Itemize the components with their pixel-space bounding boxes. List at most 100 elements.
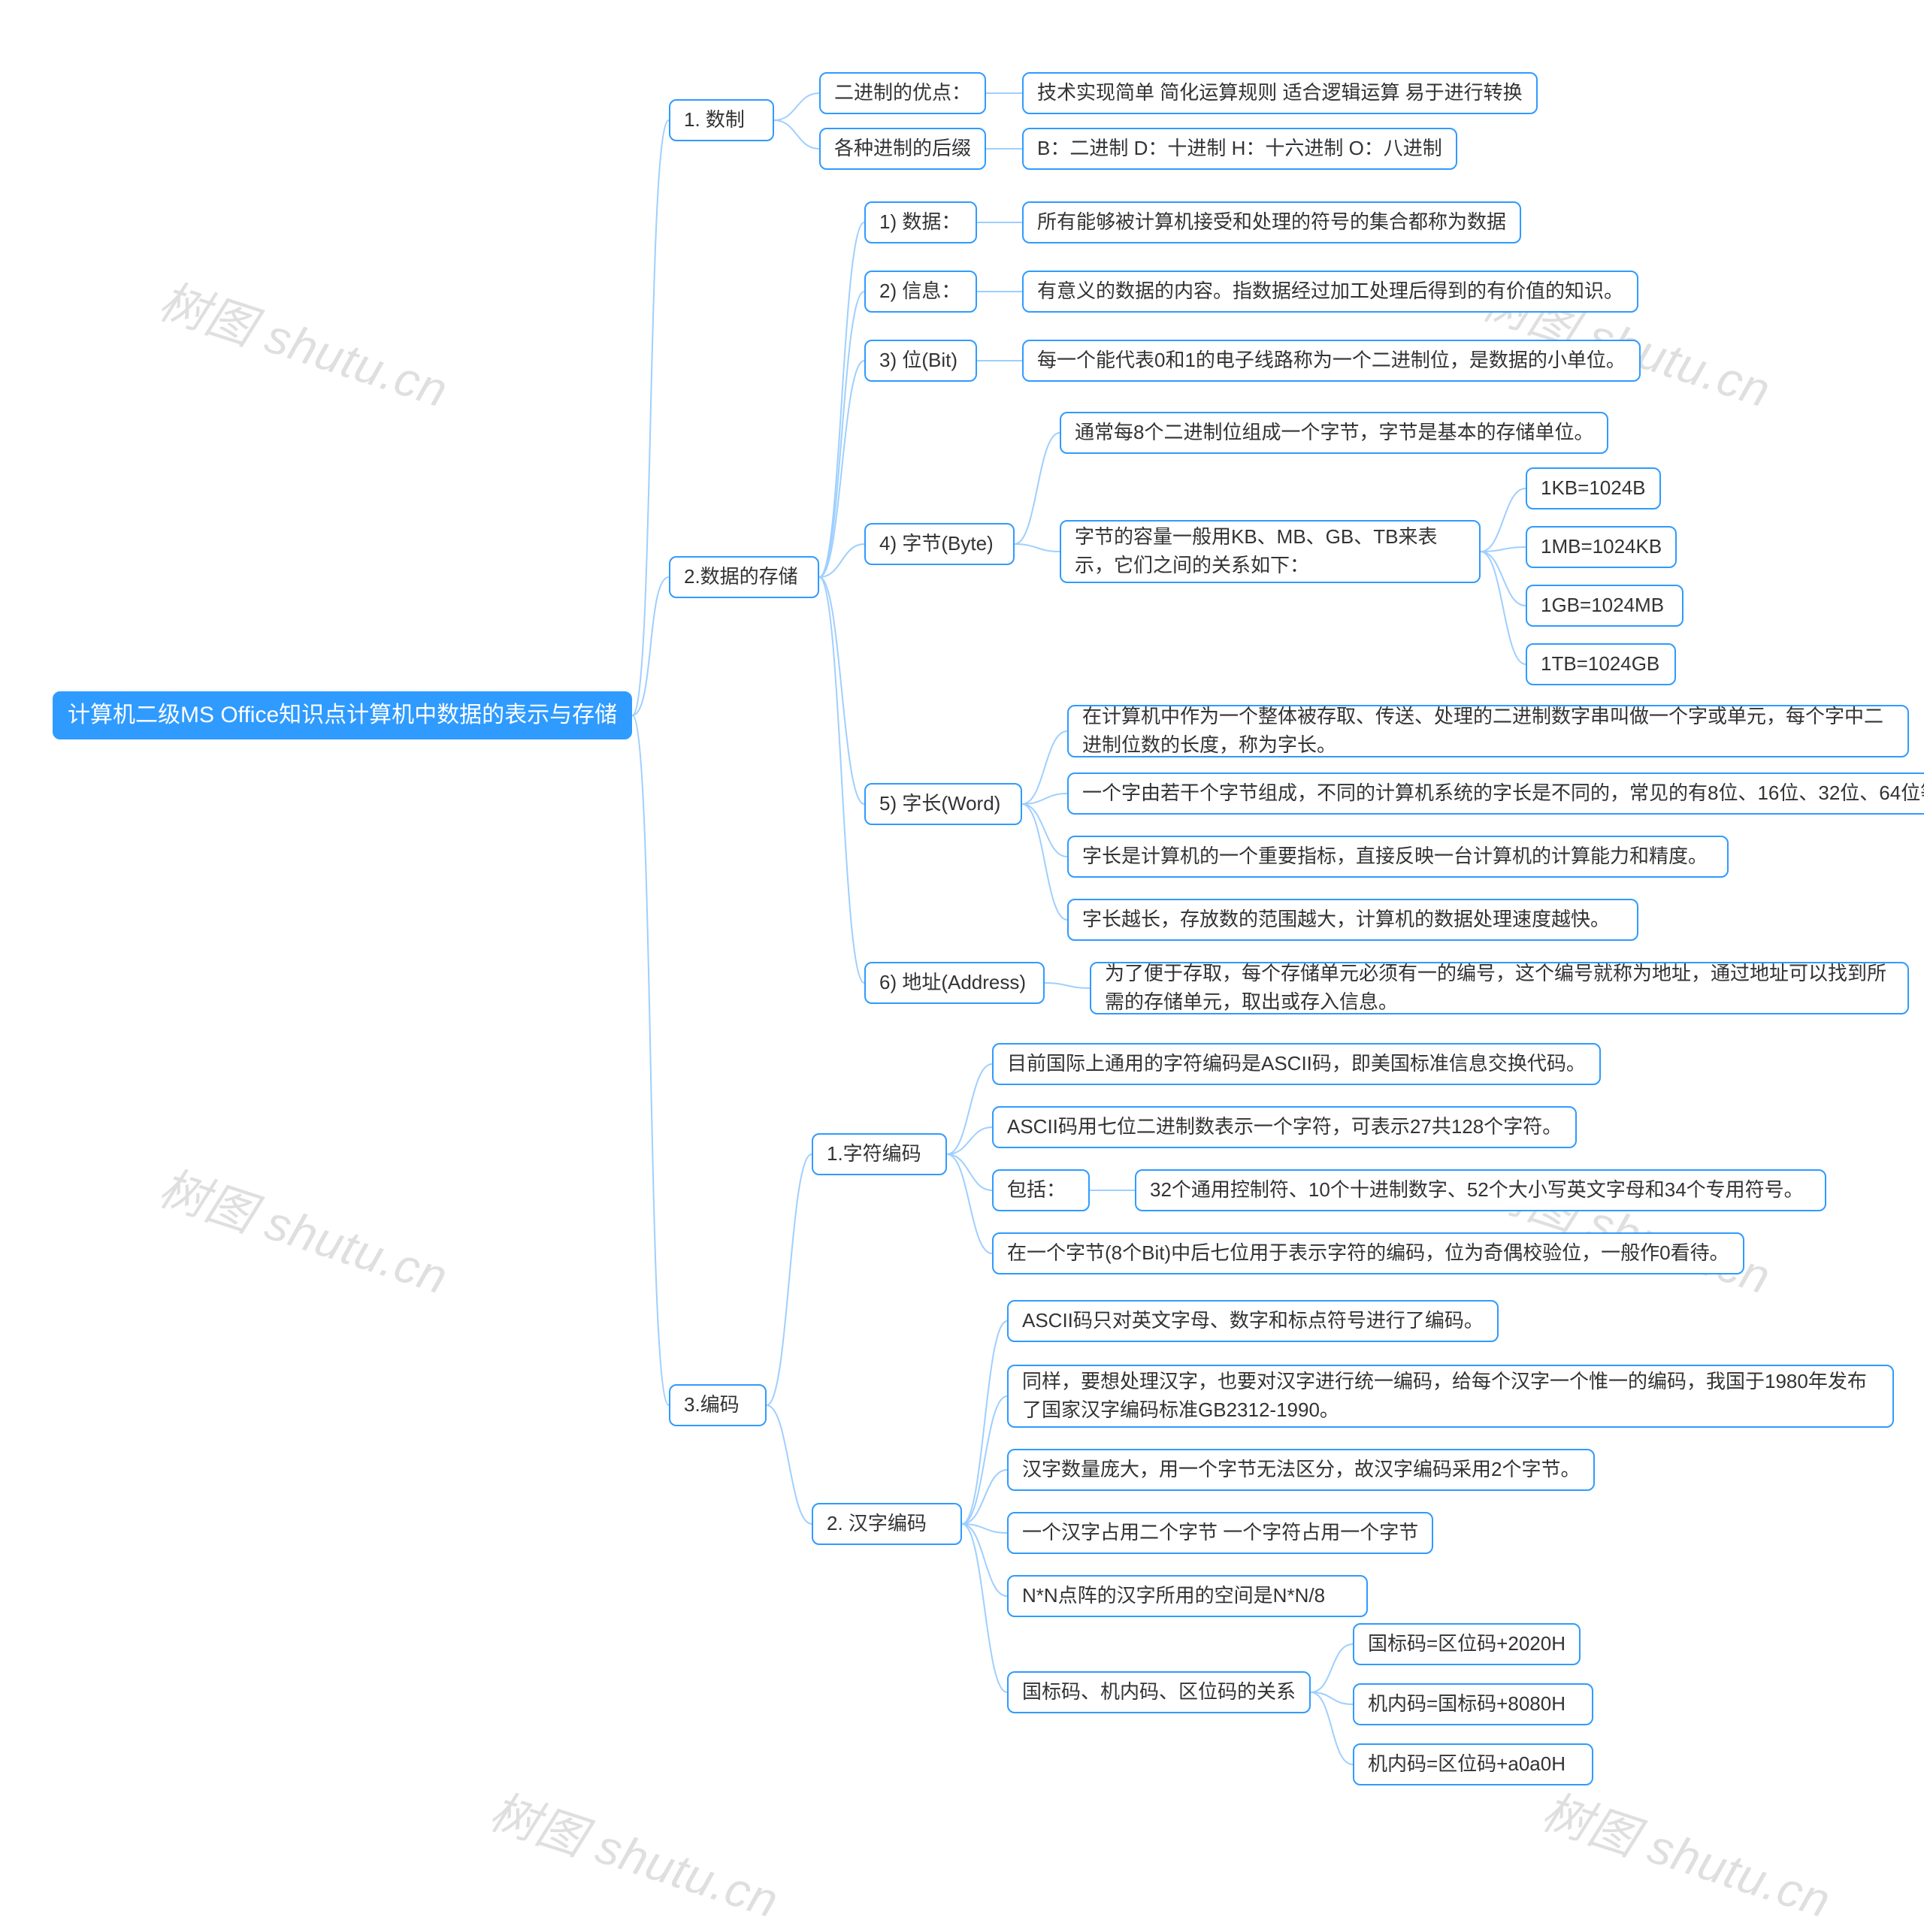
label-sec2e: 5) 字长(Word) — [879, 790, 1000, 818]
node-sec3b6: 国标码、机内码、区位码的关系 — [1007, 1671, 1311, 1713]
node-sec3b2: 同样，要想处理汉字，也要对汉字进行统一编码，给每个汉字一个惟一的编码，我国于19… — [1007, 1365, 1894, 1428]
edge — [962, 1524, 1007, 1596]
node-sec2e3: 字长是计算机的一个重要指标，直接反映一台计算机的计算能力和精度。 — [1067, 836, 1729, 878]
node-sec2e: 5) 字长(Word) — [864, 783, 1022, 825]
label-sec3a3a: 32个通用控制符、10个十进制数字、52个大小写英文字母和34个专用符号。 — [1150, 1176, 1804, 1205]
label-sec2e3: 字长是计算机的一个重要指标，直接反映一台计算机的计算能力和精度。 — [1082, 842, 1708, 871]
edge — [1481, 552, 1526, 606]
edge — [1022, 804, 1067, 920]
edge — [1045, 983, 1090, 988]
node-sec2d2c: 1GB=1024MB — [1526, 585, 1684, 627]
edge — [947, 1154, 992, 1190]
edge — [819, 544, 864, 577]
edge — [632, 120, 669, 715]
edge — [1015, 544, 1060, 552]
node-sec2b1: 有意义的数据的内容。指数据经过加工处理后得到的有价值的知识。 — [1022, 271, 1638, 313]
node-sec2: 2.数据的存储 — [669, 556, 819, 598]
node-sec2c: 3) 位(Bit) — [864, 340, 977, 382]
node-sec2d2b: 1MB=1024KB — [1526, 526, 1677, 568]
edge — [774, 120, 819, 149]
label-sec2a: 1) 数据： — [879, 208, 960, 237]
node-sec3b6a: 国标码=区位码+2020H — [1353, 1623, 1581, 1665]
node-sec2b: 2) 信息： — [864, 271, 977, 313]
label-sec2d2c: 1GB=1024MB — [1541, 591, 1664, 620]
node-sec3b5: N*N点阵的汉字所用的空间是N*N/8 — [1007, 1575, 1368, 1617]
edge — [947, 1154, 992, 1253]
label-sec3b6a: 国标码=区位码+2020H — [1368, 1630, 1566, 1658]
edge — [819, 292, 864, 577]
edge — [1015, 433, 1060, 544]
edge — [1022, 794, 1067, 804]
label-sec2d2d: 1TB=1024GB — [1541, 650, 1659, 679]
label-sec3b2: 同样，要想处理汉字，也要对汉字进行统一编码，给每个汉字一个惟一的编码，我国于19… — [1022, 1368, 1879, 1424]
label-sec2e2: 一个字由若干个字节组成，不同的计算机系统的字长是不同的，常见的有8位、16位、3… — [1082, 779, 1924, 808]
edge — [1481, 488, 1526, 552]
label-sec2b1: 有意义的数据的内容。指数据经过加工处理后得到的有价值的知识。 — [1037, 277, 1623, 306]
edge — [1022, 731, 1067, 804]
node-sec1a: 二进制的优点： — [819, 72, 986, 114]
node-sec2d2a: 1KB=1024B — [1526, 467, 1661, 509]
label-sec2d2b: 1MB=1024KB — [1541, 533, 1662, 561]
label-sec3b: 2. 汉字编码 — [827, 1510, 927, 1538]
label-sec1a1: 技术实现简单 简化运算规则 适合逻辑运算 易于进行转换 — [1037, 79, 1523, 107]
label-sec2f1: 为了便于存取，每个存储单元必须有一的编号，这个编号就称为地址，通过地址可以找到所… — [1105, 960, 1894, 1016]
mindmap-canvas: { "root": { "label": "计算机二级MS Office知识点计… — [0, 0, 1924, 1855]
edge — [1022, 804, 1067, 857]
label-sec2c: 3) 位(Bit) — [879, 346, 957, 375]
label-sec2b: 2) 信息： — [879, 277, 960, 306]
edge — [767, 1405, 812, 1524]
node-sec3b3: 汉字数量庞大，用一个字节无法区分，故汉字编码采用2个字节。 — [1007, 1449, 1595, 1491]
node-sec2f1: 为了便于存取，每个存储单元必须有一的编号，这个编号就称为地址，通过地址可以找到所… — [1090, 962, 1909, 1014]
node-sec3: 3.编码 — [669, 1384, 767, 1426]
edge — [632, 715, 669, 1405]
label-sec3: 3.编码 — [684, 1391, 740, 1420]
edge — [774, 93, 819, 120]
node-sec2a1: 所有能够被计算机接受和处理的符号的集合都称为数据 — [1022, 201, 1521, 243]
label-sec3a: 1.字符编码 — [827, 1140, 921, 1169]
edge — [1481, 552, 1526, 664]
node-sec1b: 各种进制的后缀 — [819, 128, 986, 170]
node-sec2e1: 在计算机中作为一个整体被存取、传送、处理的二进制数字串叫做一个字或单元，每个字中… — [1067, 705, 1909, 757]
label-sec3b1: ASCII码只对英文字母、数字和标点符号进行了编码。 — [1022, 1307, 1484, 1335]
node-sec3a: 1.字符编码 — [812, 1133, 947, 1175]
node-sec3b6c: 机内码=区位码+a0a0H — [1353, 1743, 1593, 1785]
label-sec3a3: 包括： — [1007, 1176, 1066, 1205]
edge — [1311, 1644, 1353, 1692]
node-sec2e4: 字长越长，存放数的范围越大，计算机的数据处理速度越快。 — [1067, 899, 1638, 941]
label-sec1b: 各种进制的后缀 — [834, 135, 971, 163]
node-sec3a2: ASCII码用七位二进制数表示一个字符，可表示27共128个字符。 — [992, 1106, 1577, 1148]
label-sec2a1: 所有能够被计算机接受和处理的符号的集合都称为数据 — [1037, 208, 1506, 237]
label-sec3a1: 目前国际上通用的字符编码是ASCII码，即美国标准信息交换代码。 — [1007, 1050, 1586, 1078]
label-sec1a: 二进制的优点： — [834, 79, 971, 107]
label-sec3b3: 汉字数量庞大，用一个字节无法区分，故汉字编码采用2个字节。 — [1022, 1456, 1580, 1484]
label-sec2d: 4) 字节(Byte) — [879, 530, 994, 558]
label-sec2e1: 在计算机中作为一个整体被存取、传送、处理的二进制数字串叫做一个字或单元，每个字中… — [1082, 703, 1894, 759]
edge — [962, 1396, 1007, 1524]
label-sec3a2: ASCII码用七位二进制数表示一个字符，可表示27共128个字符。 — [1007, 1113, 1562, 1141]
label-sec3b6: 国标码、机内码、区位码的关系 — [1022, 1678, 1296, 1707]
label-sec2d1: 通常每8个二进制位组成一个字节，字节是基本的存储单位。 — [1075, 419, 1593, 447]
label-sec2: 2.数据的存储 — [684, 563, 798, 591]
edge — [819, 577, 864, 983]
node-sec3b4: 一个汉字占用二个字节 一个字符占用一个字节 — [1007, 1512, 1433, 1554]
node-sec2a: 1) 数据： — [864, 201, 977, 243]
edge — [1311, 1692, 1353, 1764]
label-sec2d2: 字节的容量一般用KB、MB、GB、TB来表示，它们之间的关系如下： — [1075, 523, 1466, 579]
node-sec3b6b: 机内码=国标码+8080H — [1353, 1683, 1593, 1725]
label-sec2d2a: 1KB=1024B — [1541, 474, 1646, 503]
label-sec3b6b: 机内码=国标码+8080H — [1368, 1690, 1566, 1719]
label-sec2e4: 字长越长，存放数的范围越大，计算机的数据处理速度越快。 — [1082, 906, 1610, 934]
label-sec1: 1. 数制 — [684, 106, 745, 135]
node-sec1: 1. 数制 — [669, 99, 774, 141]
label-sec2c1: 每一个能代表0和1的电子线路称为一个二进制位，是数据的小单位。 — [1037, 346, 1626, 375]
label-sec3a4: 在一个字节(8个Bit)中后七位用于表示字符的编码，位为奇偶校验位，一般作0看待… — [1007, 1239, 1729, 1268]
edge — [767, 1154, 812, 1405]
node-sec1a1: 技术实现简单 简化运算规则 适合逻辑运算 易于进行转换 — [1022, 72, 1538, 114]
edge — [819, 222, 864, 577]
label-sec2f: 6) 地址(Address) — [879, 969, 1026, 997]
node-sec2d2d: 1TB=1024GB — [1526, 643, 1676, 685]
node-sec2f: 6) 地址(Address) — [864, 962, 1045, 1004]
root-label: 计算机二级MS Office知识点计算机中数据的表示与存储 — [68, 699, 617, 732]
node-sec2d: 4) 字节(Byte) — [864, 523, 1015, 565]
edge — [962, 1524, 1007, 1692]
